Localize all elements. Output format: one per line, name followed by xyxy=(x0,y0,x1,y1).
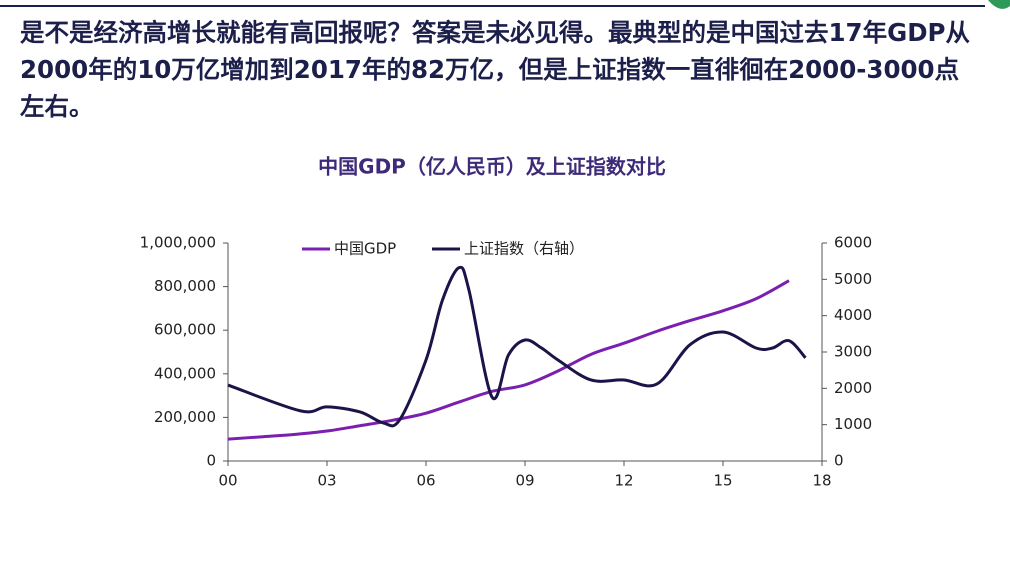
x-tick-label: 00 xyxy=(218,472,237,490)
legend-label: 上证指数（右轴） xyxy=(464,240,584,258)
series-line xyxy=(227,279,790,441)
x-tick-label: 15 xyxy=(713,472,732,490)
y2-tick-label: 2000 xyxy=(834,379,872,397)
y2-tick-label: 1000 xyxy=(834,415,872,433)
y-tick-label: 600,000 xyxy=(154,321,216,339)
series-line xyxy=(227,265,807,428)
y2-tick-label: 6000 xyxy=(834,234,872,252)
corner-decoration xyxy=(988,0,1010,9)
y-tick-label: 200,000 xyxy=(154,408,216,426)
legend-label: 中国GDP xyxy=(334,240,396,258)
header-text: 是不是经济高增长就能有高回报呢？答案是未必见得。最典型的是中国过去17年GDP从… xyxy=(20,18,970,121)
y-tick-label: 800,000 xyxy=(154,277,216,295)
chart-title: 中国GDP（亿人民币）及上证指数对比 xyxy=(318,155,666,179)
y-tick-label: 400,000 xyxy=(154,364,216,382)
x-tick-label: 18 xyxy=(812,472,831,490)
y2-tick-label: 3000 xyxy=(834,343,872,361)
y2-tick-label: 5000 xyxy=(834,270,872,288)
y-tick-label: 1,000,000 xyxy=(140,234,216,252)
y2-tick-label: 0 xyxy=(834,452,844,470)
x-tick-label: 12 xyxy=(614,472,633,490)
y-tick-label: 0 xyxy=(206,452,216,470)
x-tick-label: 03 xyxy=(317,472,336,490)
x-tick-label: 06 xyxy=(416,472,435,490)
x-tick-label: 09 xyxy=(515,472,534,490)
y2-tick-label: 4000 xyxy=(834,306,872,324)
